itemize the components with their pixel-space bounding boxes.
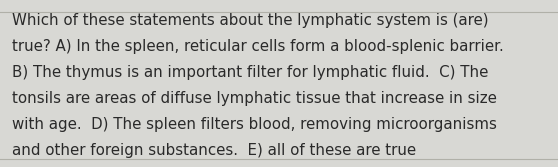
Text: and other foreign substances.  E) all of these are true: and other foreign substances. E) all of …: [12, 143, 416, 158]
Text: with age.  D) The spleen filters blood, removing microorganisms: with age. D) The spleen filters blood, r…: [12, 117, 497, 132]
Text: B) The thymus is an important filter for lymphatic fluid.  C) The: B) The thymus is an important filter for…: [12, 65, 489, 80]
Text: Which of these statements about the lymphatic system is (are): Which of these statements about the lymp…: [12, 13, 489, 28]
Text: true? A) In the spleen, reticular cells form a blood-splenic barrier.: true? A) In the spleen, reticular cells …: [12, 39, 504, 54]
Text: tonsils are areas of diffuse lymphatic tissue that increase in size: tonsils are areas of diffuse lymphatic t…: [12, 91, 497, 106]
